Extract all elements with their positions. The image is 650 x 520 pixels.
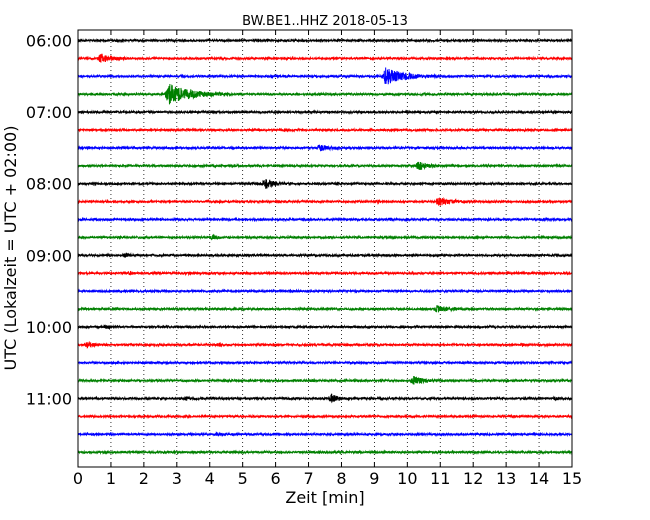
- x-tick-label: 10: [397, 469, 417, 488]
- trace-1015: [77, 341, 573, 349]
- y-tick-label: 07:00: [26, 103, 72, 122]
- x-tick-label: 13: [496, 469, 516, 488]
- trace-0800: [77, 179, 573, 189]
- trace-0930: [77, 288, 573, 294]
- trace-0615: [77, 53, 573, 63]
- trace-0900: [77, 252, 573, 259]
- trace-1130: [77, 431, 573, 438]
- y-axis-ticks: 06:00 07:00 08:00 09:00 10:00 11:00: [26, 32, 572, 409]
- y-axis-label: UTC (Lokalzeit = UTC + 02:00): [1, 126, 20, 371]
- x-tick-label: 8: [336, 469, 346, 488]
- trace-1145: [77, 449, 572, 455]
- x-tick-label: 11: [430, 469, 450, 488]
- y-tick-label: 11:00: [26, 390, 72, 409]
- x-tick-label: 9: [369, 469, 379, 488]
- chart-title: BW.BE1..HHZ 2018-05-13: [242, 14, 408, 29]
- plot-frame: [77, 29, 573, 468]
- trace-0730: [77, 144, 573, 152]
- y-tick-label: 08:00: [26, 175, 72, 194]
- trace-group: [77, 37, 573, 455]
- trace-0945: [77, 304, 573, 313]
- trace-0915: [77, 270, 573, 277]
- y-tick-label: 09:00: [26, 246, 72, 265]
- x-tick-label: 2: [139, 469, 149, 488]
- trace-0745: [77, 161, 573, 171]
- x-tick-label: 15: [562, 469, 582, 488]
- x-tick-label: 7: [303, 469, 313, 488]
- x-tick-label: 0: [73, 469, 83, 488]
- x-tick-label: 12: [463, 469, 483, 488]
- trace-1000: [77, 324, 573, 331]
- x-tick-label: 6: [271, 469, 281, 488]
- trace-0830: [77, 216, 573, 223]
- trace-0630: [77, 67, 573, 85]
- trace-0815: [77, 196, 573, 206]
- x-tick-label: 4: [205, 469, 215, 488]
- x-tick-label: 1: [106, 469, 116, 488]
- trace-0600: [77, 37, 573, 44]
- trace-1030: [77, 359, 573, 366]
- x-axis-label: Zeit [min]: [285, 488, 364, 507]
- x-tick-label: 3: [172, 469, 182, 488]
- trace-0700: [77, 109, 573, 115]
- trace-0715: [77, 127, 573, 133]
- y-tick-label: 10:00: [26, 318, 72, 337]
- trace-0845: [77, 233, 573, 241]
- trace-1115: [77, 413, 573, 420]
- y-tick-label: 06:00: [26, 32, 72, 51]
- x-tick-label: 14: [529, 469, 549, 488]
- trace-1045: [77, 375, 573, 385]
- x-axis-ticks: 0 1 2 3 4 5 6 7 8 9 10 11 12 13 14 15: [73, 30, 582, 488]
- trace-0645: [77, 83, 573, 105]
- grid-lines: [110, 30, 540, 467]
- trace-1100: [77, 393, 573, 404]
- x-tick-label: 5: [238, 469, 248, 488]
